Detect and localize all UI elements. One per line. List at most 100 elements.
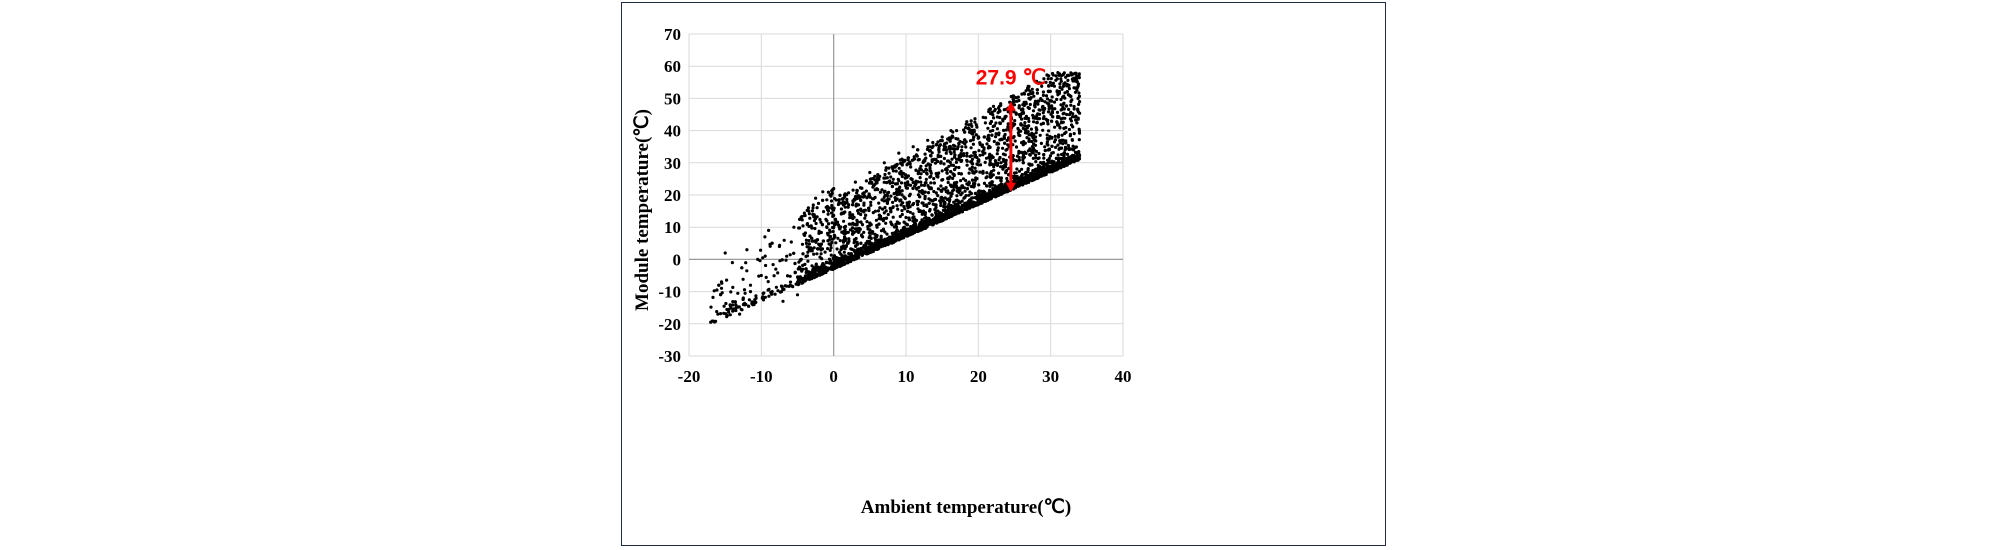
data-point — [877, 213, 881, 217]
data-point — [992, 139, 996, 144]
data-point — [839, 212, 843, 216]
data-point — [1001, 146, 1005, 150]
data-point — [855, 255, 859, 259]
data-point — [1073, 79, 1077, 83]
data-point — [957, 142, 961, 146]
data-point — [1043, 106, 1047, 111]
data-point — [882, 161, 886, 165]
data-point — [827, 222, 831, 226]
data-point — [928, 209, 932, 213]
data-point — [770, 241, 774, 245]
data-point — [1044, 172, 1048, 176]
data-point — [999, 165, 1003, 169]
grid-lines — [688, 33, 1124, 357]
data-point — [953, 144, 957, 148]
data-point — [869, 203, 873, 207]
data-point — [850, 226, 855, 230]
data-point — [807, 209, 811, 213]
data-point — [789, 240, 793, 244]
data-point — [1075, 155, 1079, 159]
data-point — [1011, 154, 1015, 158]
data-point — [873, 188, 877, 192]
data-point — [821, 239, 825, 243]
data-point — [1077, 138, 1081, 142]
data-point — [1015, 159, 1019, 163]
data-point — [891, 181, 895, 185]
data-point — [1051, 73, 1055, 77]
data-point — [964, 178, 968, 183]
data-point — [1061, 73, 1065, 77]
data-point — [867, 208, 871, 213]
data-point — [876, 173, 880, 177]
data-point — [832, 187, 836, 191]
data-point — [983, 160, 987, 164]
data-point — [1047, 137, 1051, 141]
data-point — [925, 218, 929, 222]
data-point — [1027, 96, 1031, 100]
data-point — [947, 146, 951, 151]
data-point — [985, 175, 989, 179]
data-point — [745, 269, 749, 273]
data-point — [997, 171, 1001, 175]
annotation: 27.9 ℃ — [976, 67, 1046, 192]
data-point — [911, 180, 915, 185]
data-point — [830, 221, 834, 225]
data-point — [825, 204, 829, 209]
data-point — [1015, 167, 1019, 171]
data-point — [906, 174, 910, 178]
data-point — [887, 171, 891, 175]
data-point — [845, 200, 849, 204]
data-point — [1022, 103, 1026, 107]
data-point — [1003, 115, 1007, 119]
data-point — [725, 315, 729, 319]
data-point — [747, 298, 751, 302]
data-point — [847, 237, 851, 241]
data-point — [815, 252, 819, 256]
data-point — [1017, 155, 1021, 160]
data-point — [992, 168, 996, 172]
data-point — [1017, 106, 1021, 110]
data-point — [1077, 72, 1081, 76]
data-point — [812, 246, 816, 250]
data-point — [777, 244, 781, 249]
data-point — [861, 235, 865, 239]
data-point — [991, 128, 995, 133]
data-point — [1050, 144, 1054, 148]
data-point — [1047, 89, 1051, 93]
data-point — [948, 160, 952, 164]
data-point — [1077, 91, 1081, 95]
data-point — [953, 167, 957, 172]
y-tick-label: 30 — [664, 154, 681, 173]
data-point — [852, 238, 856, 242]
data-point — [998, 115, 1002, 120]
data-point — [852, 248, 856, 252]
data-point — [1004, 162, 1008, 167]
data-point — [927, 185, 931, 189]
data-point — [888, 206, 892, 210]
data-point — [709, 305, 713, 309]
data-point — [881, 207, 885, 211]
data-point — [928, 169, 932, 173]
data-point — [761, 295, 765, 299]
data-point — [970, 157, 974, 161]
data-point — [1052, 84, 1056, 88]
data-point — [815, 206, 819, 210]
data-point — [1034, 153, 1038, 157]
data-point — [1005, 147, 1009, 151]
data-point — [1052, 169, 1056, 173]
data-point — [885, 181, 889, 185]
data-point — [910, 225, 915, 230]
data-point — [982, 135, 986, 139]
data-point — [1076, 116, 1080, 120]
data-point — [845, 257, 849, 262]
data-point — [1034, 167, 1038, 171]
data-point — [1053, 125, 1057, 129]
data-point — [988, 163, 992, 167]
data-point — [828, 230, 832, 234]
data-point — [867, 231, 871, 235]
data-point — [931, 140, 935, 145]
data-point — [959, 172, 963, 176]
data-point — [989, 171, 993, 175]
data-point — [953, 209, 957, 213]
data-point — [1034, 160, 1038, 164]
